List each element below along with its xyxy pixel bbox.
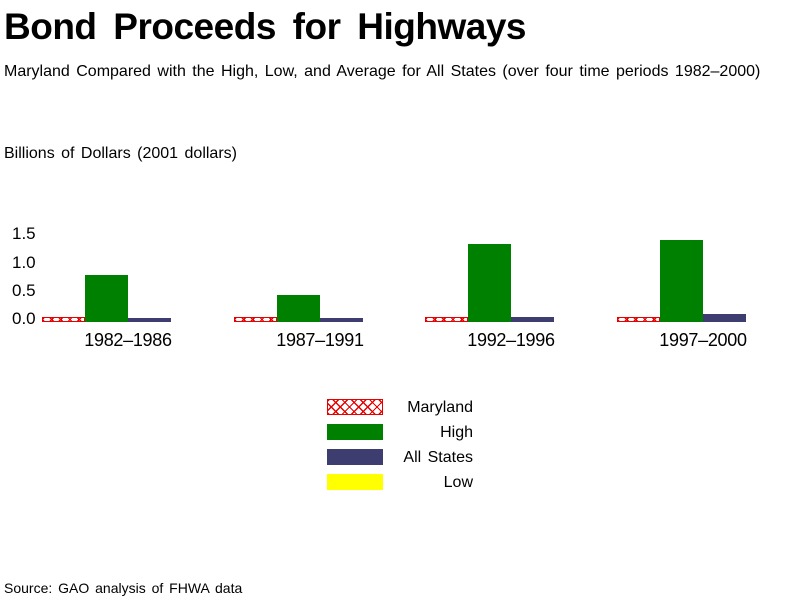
- legend-swatch-maryland: [327, 399, 383, 415]
- legend-label-high: High: [440, 424, 473, 441]
- legend-swatch-all-states: [327, 449, 383, 465]
- bar-high-0: [85, 275, 128, 322]
- bar-maryland-1: [234, 317, 277, 322]
- bar-all-states-3: [703, 314, 746, 322]
- legend-swatch-low: [327, 474, 383, 490]
- bar-all-states-1: [320, 318, 363, 322]
- bar-maryland-0: [42, 317, 85, 322]
- bar-high-1: [277, 295, 320, 322]
- legend-label-all-states: All States: [403, 449, 473, 466]
- legend-label-maryland: Maryland: [407, 399, 473, 416]
- x-axis-label-1987-1991: 1987–1991: [276, 330, 364, 350]
- x-axis-label-1992-1996: 1992–1996: [467, 330, 555, 350]
- chart-subtitle: Maryland Compared with the High, Low, an…: [4, 63, 761, 80]
- x-axis-label-1982-1986: 1982–1986: [84, 330, 172, 350]
- chart-title: Bond Proceeds for Highways: [4, 6, 527, 47]
- y-tick-label-1-0: 1.0: [12, 253, 36, 272]
- x-axis-label-1997-2000: 1997–2000: [659, 330, 747, 350]
- legend-swatch-high: [327, 424, 383, 440]
- bar-high-2: [468, 244, 511, 322]
- y-axis-title: Billions of Dollars (2001 dollars): [4, 145, 237, 162]
- source-note: Source: GAO analysis of FHWA data: [4, 580, 243, 596]
- bar-maryland-3: [617, 317, 660, 322]
- legend-label-low: Low: [443, 474, 473, 491]
- bar-high-3: [660, 240, 703, 322]
- bar-all-states-2: [511, 317, 554, 322]
- y-tick-label-0-0: 0.0: [12, 309, 36, 328]
- y-tick-label-1-5: 1.5: [12, 224, 36, 243]
- bar-all-states-0: [128, 318, 171, 322]
- bar-maryland-2: [425, 317, 468, 322]
- y-tick-label-0-5: 0.5: [12, 281, 36, 300]
